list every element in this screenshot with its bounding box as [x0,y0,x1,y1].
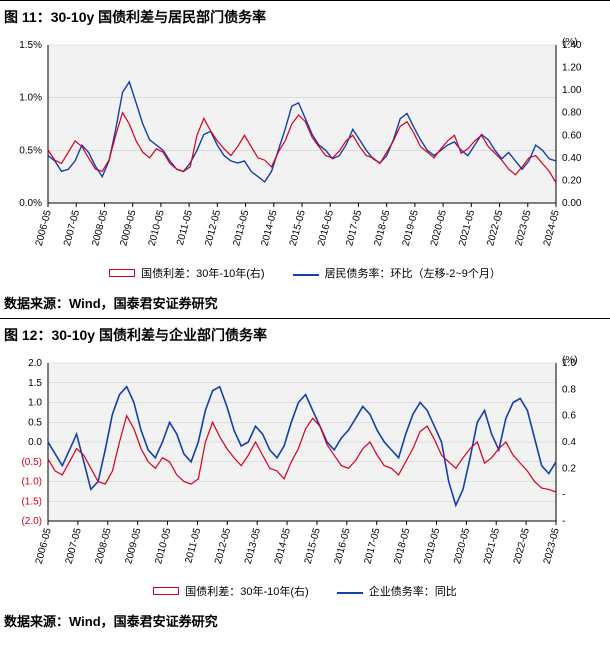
svg-text:0.0%: 0.0% [19,198,42,209]
svg-text:2020-05: 2020-05 [429,209,449,248]
svg-text:2013-05: 2013-05 [231,209,251,248]
svg-text:2014-05: 2014-05 [260,209,280,248]
svg-text:0.2: 0.2 [562,463,576,474]
svg-text:0.80: 0.80 [562,108,582,119]
svg-text:1.00: 1.00 [562,85,582,96]
svg-text:1.0: 1.0 [28,398,42,409]
svg-text:2018-05: 2018-05 [392,527,412,566]
svg-text:1.20: 1.20 [562,63,582,74]
svg-text:2022-05: 2022-05 [512,527,532,566]
legend-item-red-12: 国债利差：30年-10年(右) [153,583,308,599]
svg-text:2006-05: 2006-05 [34,209,54,248]
svg-text:(1.0): (1.0) [21,477,42,488]
svg-text:2008-05: 2008-05 [94,527,114,566]
svg-text:2018-05: 2018-05 [372,209,392,248]
legend-label-red-12: 国债利差：30年-10年(右) [185,583,308,599]
legend-swatch-red-12 [153,587,179,595]
figure-11-legend: 国债利差：30年-10年(右) 居民债务率：环比（左移-2~9个月） [0,263,610,287]
svg-text:2020-05: 2020-05 [452,527,472,566]
svg-text:2015-05: 2015-05 [288,209,308,248]
svg-text:2012-05: 2012-05 [203,209,223,248]
legend-swatch-blue-12 [337,592,363,594]
svg-text:1.5%: 1.5% [19,40,42,51]
svg-text:2023-05: 2023-05 [514,209,534,248]
svg-text:0.60: 0.60 [562,130,582,141]
svg-text:2021-05: 2021-05 [457,209,477,248]
svg-text:0.4: 0.4 [562,437,576,448]
svg-text:0.8: 0.8 [562,384,576,395]
svg-text:0.20: 0.20 [562,175,582,186]
svg-text:2019-05: 2019-05 [401,209,421,248]
svg-text:2022-05: 2022-05 [485,209,505,248]
svg-text:2016-05: 2016-05 [333,527,353,566]
figure-11-chart: 0.0% 0.5% 1.0% 1.5% 0.00 0.20 0.40 0.60 0.80 1.00… [0,33,610,263]
svg-text:2017-05: 2017-05 [344,209,364,248]
svg-text:0.0: 0.0 [28,437,42,448]
figure-12: 图 12：30-10y 国债利差与企业部门债务率 (2.0) (1.5) (1.0)… [0,318,610,636]
legend-label-blue-12: 企业债务率：同比 [369,583,457,599]
svg-text:2013-05: 2013-05 [243,527,263,566]
figure-12-legend: 国债利差：30年-10年(右) 企业债务率：同比 [0,581,610,605]
svg-text:2.0: 2.0 [28,358,42,369]
svg-text:2024-05: 2024-05 [542,209,562,248]
figure-11-source: 数据来源：Wind，国泰君安证券研究 [0,287,610,318]
svg-text:2021-05: 2021-05 [482,527,502,566]
svg-text:2023-05: 2023-05 [542,527,562,566]
svg-text:2016-05: 2016-05 [316,209,336,248]
svg-text:(%): (%) [562,37,578,48]
svg-text:(%): (%) [562,355,578,366]
figure-12-chart: (2.0) (1.5) (1.0) (0.5) 0.0 0.5 1.0 1.5 2.0 - - 0.2… [0,351,610,581]
figure-12-title: 图 12：30-10y 国债利差与企业部门债务率 [0,319,610,351]
svg-text:2009-05: 2009-05 [123,527,143,566]
svg-text:0.5%: 0.5% [19,145,42,156]
chart-svg-11: 0.0% 0.5% 1.0% 1.5% 0.00 0.20 0.40 0.60 0.80 1.00… [0,33,600,263]
legend-item-red: 国债利差：30年-10年(右) [109,265,264,281]
svg-text:1.0%: 1.0% [19,93,42,104]
svg-text:(0.5): (0.5) [21,457,42,468]
svg-text:2006-05: 2006-05 [34,527,54,566]
svg-text:2014-05: 2014-05 [273,527,293,566]
legend-label-red: 国债利差：30年-10年(右) [141,265,264,281]
svg-text:2012-05: 2012-05 [213,527,233,566]
legend-swatch-red [109,269,135,277]
legend-label-blue: 居民债务率：环比（左移-2~9个月） [325,265,501,281]
legend-item-blue: 居民债务率：环比（左移-2~9个月） [293,265,501,281]
svg-text:-: - [562,490,565,501]
chart-svg-12: (2.0) (1.5) (1.0) (0.5) 0.0 0.5 1.0 1.5 2.0 - - 0.2… [0,351,600,581]
svg-text:(1.5): (1.5) [21,496,42,507]
figure-11-title: 图 11：30-10y 国债利差与居民部门债务率 [0,1,610,33]
figure-11: 图 11：30-10y 国债利差与居民部门债务率 0.0% 0.5% 1.0% 1.5… [0,0,610,318]
svg-text:1.5: 1.5 [28,378,42,389]
figure-12-source: 数据来源：Wind，国泰君安证券研究 [0,605,610,636]
legend-swatch-blue [293,274,319,276]
svg-text:2008-05: 2008-05 [90,209,110,248]
svg-text:2011-05: 2011-05 [175,209,195,247]
svg-text:2007-05: 2007-05 [62,209,82,248]
svg-text:-: - [562,516,565,527]
svg-text:0.40: 0.40 [562,153,582,164]
svg-text:0.6: 0.6 [562,411,576,422]
svg-text:0.00: 0.00 [562,198,582,209]
svg-text:2007-05: 2007-05 [64,527,84,566]
svg-text:2010-05: 2010-05 [147,209,167,248]
legend-item-blue-12: 企业债务率：同比 [337,583,457,599]
svg-text:(2.0): (2.0) [21,516,42,527]
svg-text:0.5: 0.5 [28,417,42,428]
svg-text:2010-05: 2010-05 [153,527,173,566]
svg-text:2011-05: 2011-05 [183,527,203,565]
svg-text:2019-05: 2019-05 [422,527,442,566]
svg-text:2009-05: 2009-05 [118,209,138,248]
svg-text:2017-05: 2017-05 [362,527,382,566]
svg-text:2015-05: 2015-05 [303,527,323,566]
